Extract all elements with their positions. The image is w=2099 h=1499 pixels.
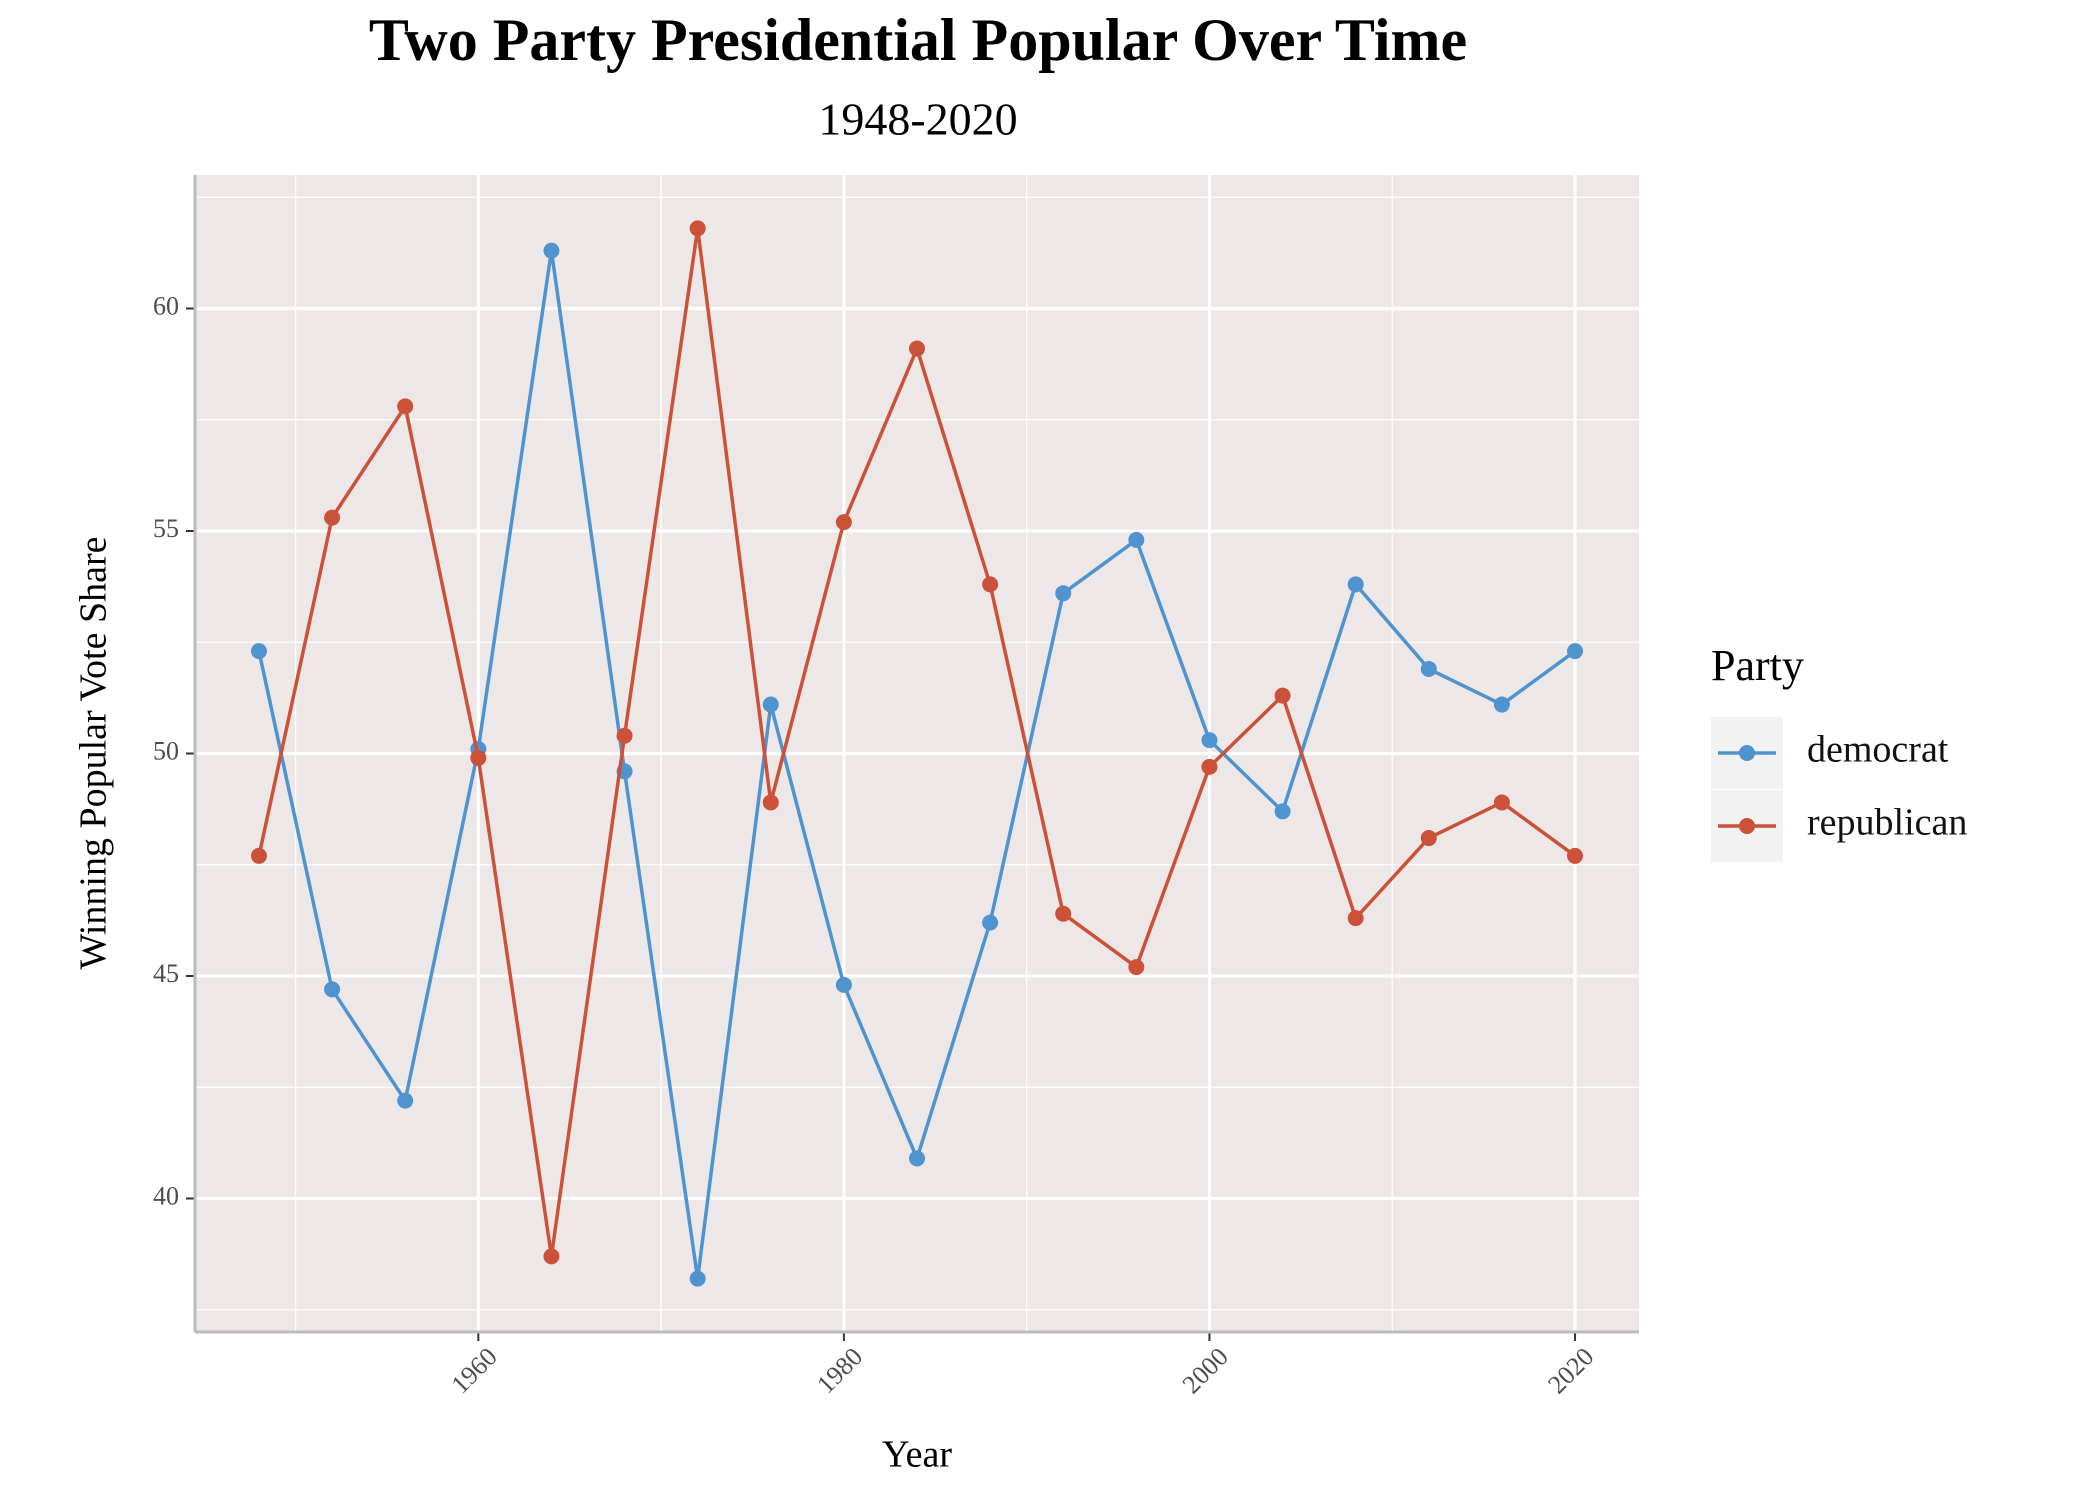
point (250, 643, 267, 660)
point (1567, 847, 1584, 864)
x-tick-label: 2020 (1542, 1342, 1599, 1399)
y-axis-label: Winning Popular Vote Share (73, 537, 115, 970)
point (762, 794, 779, 811)
point (835, 514, 852, 531)
point (543, 1248, 560, 1265)
x-axis-label: Year (882, 1434, 952, 1476)
point (1201, 732, 1218, 749)
point (1493, 696, 1510, 713)
point (982, 914, 999, 931)
point (982, 576, 999, 593)
point (1493, 794, 1510, 811)
point (250, 847, 267, 864)
legend-label: republican (1807, 802, 1967, 844)
point (1567, 643, 1584, 660)
point (1347, 576, 1364, 593)
point (689, 220, 706, 237)
legend-point (1739, 745, 1755, 761)
point (1347, 910, 1364, 927)
point (1201, 758, 1218, 775)
point (397, 1092, 414, 1109)
y-tick-label: 60 (153, 291, 179, 320)
point (616, 727, 633, 744)
point (1274, 687, 1291, 704)
point (1420, 830, 1437, 847)
x-tick-label: 2000 (1177, 1342, 1234, 1399)
point (397, 398, 414, 415)
point (689, 1270, 706, 1287)
legend-title: Party (1711, 641, 1804, 690)
point (1055, 905, 1072, 922)
point (1274, 803, 1291, 820)
point (762, 696, 779, 713)
chart-title: Two Party Presidential Popular Over Time (369, 7, 1467, 73)
y-tick-label: 50 (153, 736, 179, 765)
y-tick-label: 45 (153, 959, 179, 988)
point (1128, 959, 1145, 976)
y-tick-label: 40 (153, 1181, 179, 1210)
legend-point (1739, 818, 1755, 834)
point (1128, 531, 1145, 548)
x-tick-label: 1960 (446, 1342, 503, 1399)
point (543, 242, 560, 259)
point (909, 1150, 925, 1167)
legend-label: democrat (1807, 729, 1949, 771)
y-tick-label: 55 (153, 514, 179, 543)
chart-subtitle: 1948-2020 (818, 94, 1017, 145)
x-tick-label: 1980 (811, 1342, 868, 1399)
point (909, 340, 925, 357)
point (1055, 585, 1072, 602)
point (835, 976, 852, 993)
point (470, 749, 487, 766)
point (324, 981, 341, 998)
point (1420, 660, 1437, 677)
point (324, 509, 341, 526)
